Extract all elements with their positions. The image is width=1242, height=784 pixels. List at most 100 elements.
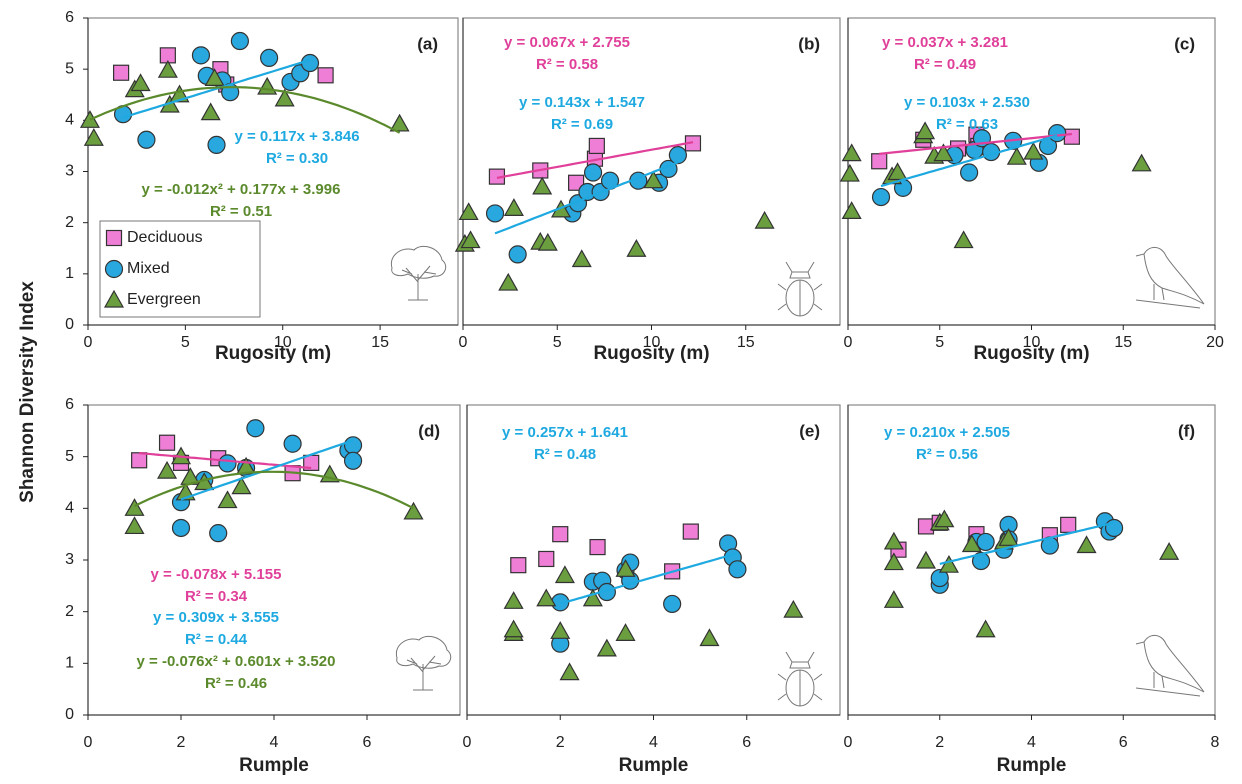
point	[113, 64, 130, 81]
point	[998, 528, 1019, 546]
bird-icon	[1135, 635, 1205, 697]
y-tick-label: 5	[65, 60, 74, 77]
point	[204, 68, 225, 86]
point	[883, 552, 904, 571]
point	[157, 460, 178, 479]
point	[567, 174, 585, 191]
point	[83, 128, 104, 146]
panel-label: (e)	[799, 421, 820, 440]
y-tick-label: 6	[65, 396, 74, 413]
beetle-icon	[777, 651, 823, 707]
point	[1159, 542, 1180, 560]
point	[960, 163, 979, 182]
point	[938, 554, 959, 573]
point	[1060, 516, 1077, 533]
fit-r2: R² = 0.56	[916, 446, 978, 463]
x-tick-label: 10	[1023, 334, 1041, 351]
point	[871, 153, 888, 170]
point	[728, 560, 747, 579]
y-axis-label: Shannon Diversity Index	[17, 281, 38, 503]
x-tick-label: 15	[1114, 334, 1132, 351]
point	[131, 452, 148, 469]
fit-equation: y = 0.210x + 2.505	[884, 424, 1010, 441]
fit-line	[939, 521, 1115, 565]
point	[589, 538, 606, 556]
fit-equation: y = 0.037x + 3.281	[882, 34, 1008, 51]
point	[682, 523, 699, 540]
point	[158, 434, 176, 451]
point	[1023, 141, 1044, 160]
x-axis-label: Rugosity (m)	[973, 343, 1089, 364]
point	[668, 146, 687, 165]
point	[207, 135, 226, 154]
y-tick-label: 3	[65, 551, 74, 568]
fit-line	[880, 134, 1058, 188]
y-tick-label: 4	[65, 112, 74, 129]
point	[953, 230, 974, 249]
panel-label: (a)	[417, 34, 438, 53]
fit-equation: y = 0.143x + 1.547	[519, 94, 645, 111]
point	[458, 202, 479, 221]
point	[1006, 146, 1027, 165]
x-tick-label: 0	[463, 734, 472, 751]
x-tick-label: 20	[1206, 334, 1224, 351]
fit-r2: R² = 0.46	[205, 675, 267, 692]
point	[976, 532, 995, 552]
panel-label: (c)	[1174, 34, 1195, 53]
point	[257, 76, 278, 95]
point	[839, 163, 860, 182]
tree-icon	[395, 635, 452, 691]
fit-r2: R² = 0.44	[185, 631, 248, 648]
y-tick-label: 0	[65, 316, 74, 333]
x-axis-label: Rumple	[619, 755, 689, 776]
panel: 0 5 10 15 0 1 2 3 4 5 6 Rugosity (m) (a) Shannon Dive…	[17, 9, 459, 503]
legend-label: Deciduous	[127, 229, 203, 246]
panel-label: (d)	[418, 421, 440, 440]
point	[554, 565, 575, 584]
point	[588, 137, 605, 155]
point	[887, 162, 908, 181]
legend: Deciduous Mixed Evergreen	[99, 220, 261, 318]
point	[559, 662, 580, 681]
point	[260, 48, 279, 68]
point	[915, 550, 937, 569]
point	[498, 272, 519, 291]
fit-equation: y = 0.103x + 2.530	[904, 94, 1030, 111]
x-tick-label: 0	[459, 334, 468, 351]
legend-marker	[103, 289, 125, 308]
tree-icon	[390, 245, 447, 301]
bird-icon	[1135, 247, 1205, 309]
y-tick-label: 1	[65, 265, 74, 282]
point	[626, 239, 647, 257]
point	[582, 588, 603, 607]
point	[1048, 124, 1067, 143]
point	[643, 170, 664, 189]
icons	[390, 245, 1205, 707]
panel-frame	[847, 404, 1216, 716]
x-tick-label: 10	[274, 334, 292, 351]
point	[1131, 153, 1152, 172]
point	[532, 176, 553, 195]
point	[217, 490, 238, 509]
fit-r2: R² = 0.58	[536, 56, 598, 73]
point	[510, 557, 527, 574]
point	[157, 59, 178, 78]
point	[230, 31, 249, 51]
legend-label: Evergreen	[127, 291, 201, 308]
point	[615, 623, 636, 641]
fit-equation: y = 0.257x + 1.641	[502, 424, 628, 441]
point	[191, 46, 211, 65]
point	[389, 113, 410, 132]
x-axis-label: Rugosity (m)	[593, 343, 709, 364]
point	[933, 143, 954, 162]
fit-line	[122, 58, 311, 119]
point	[883, 531, 904, 550]
point	[300, 53, 320, 73]
fit-r2: R² = 0.51	[210, 203, 272, 220]
point	[1104, 518, 1124, 538]
point	[200, 102, 221, 121]
point	[246, 419, 265, 438]
panel: 0 5 10 15 20 Rugosity (m) (c) y = 0.037x + 3.28…	[839, 17, 1224, 364]
point	[615, 559, 636, 577]
